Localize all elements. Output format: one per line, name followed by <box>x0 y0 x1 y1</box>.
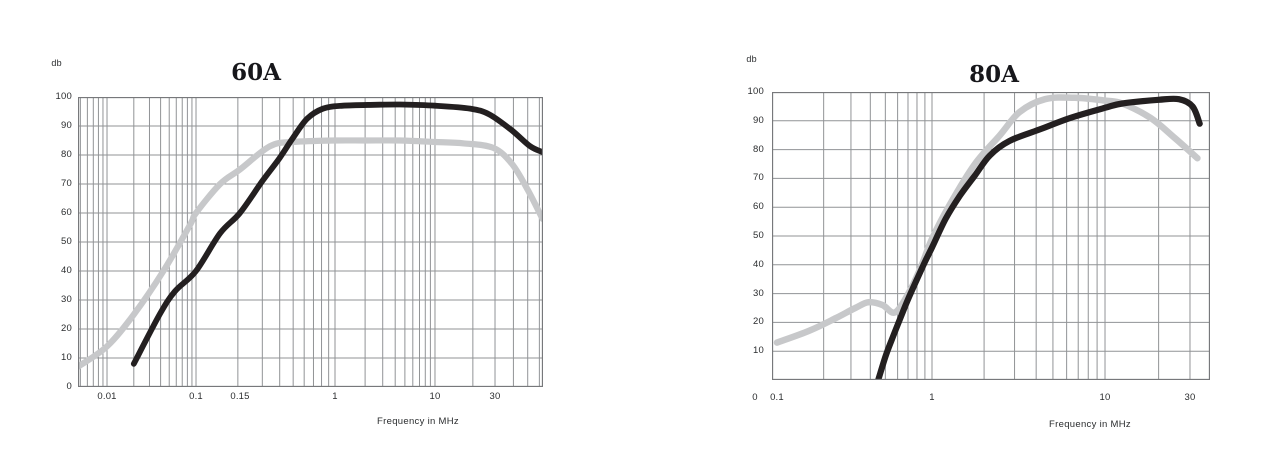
x-axis-label: Frequency in MHz <box>1049 419 1131 430</box>
x-tick-label-1: 1 <box>929 392 935 403</box>
y-tick-label-40: 40 <box>753 258 764 270</box>
y-axis-unit-label: db <box>51 58 62 68</box>
y-tick-label-60: 60 <box>61 207 72 218</box>
y-tick-label-100: 100 <box>747 86 764 97</box>
dark-curve <box>130 101 543 367</box>
y-tick-label-90: 90 <box>753 114 764 126</box>
y-tick-label-50: 50 <box>61 236 72 247</box>
curves <box>773 94 1203 380</box>
y-tick-label-100: 100 <box>55 91 72 102</box>
y-tick-label-70: 70 <box>753 172 764 184</box>
x-tick-label-10: 10 <box>1099 392 1111 403</box>
y-tick-label-10: 10 <box>61 352 72 363</box>
curves <box>78 101 543 370</box>
x-tick-label-0.01: 0.01 <box>97 391 117 402</box>
y-tick-label-10: 10 <box>753 345 764 357</box>
plot-border <box>78 97 543 387</box>
y-tick-label-0: 0 <box>66 381 72 392</box>
y-tick-label-80: 80 <box>753 143 764 155</box>
y-tick-label-40: 40 <box>61 265 72 276</box>
dark-curve <box>875 95 1203 380</box>
grid <box>78 97 543 387</box>
y-tick-label-30: 30 <box>61 294 72 305</box>
y-tick-label-90: 90 <box>61 120 72 131</box>
plot-area-80A <box>772 92 1210 380</box>
x-tick-label-0.15: 0.15 <box>230 391 250 402</box>
x-axis-label: Frequency in MHz <box>377 416 459 427</box>
plot-area-60A <box>78 97 543 387</box>
x-tick-label-30: 30 <box>489 391 501 402</box>
x-tick-label-0.1: 0.1 <box>189 391 203 402</box>
y-tick-label-70: 70 <box>61 178 72 189</box>
x-tick-label-1: 1 <box>332 391 338 402</box>
x-tick-label-30: 30 <box>1184 392 1196 403</box>
chart-title-80a: 80A <box>969 61 1019 89</box>
y-tick-label-20: 20 <box>753 316 764 328</box>
y-tick-label-20: 20 <box>61 323 72 334</box>
chart-title-60a: 60A <box>231 59 281 87</box>
y-tick-label-50: 50 <box>753 230 764 241</box>
light-gray-curve <box>773 94 1201 346</box>
y-tick-label-30: 30 <box>753 287 764 299</box>
grid <box>772 92 1210 380</box>
plot-border <box>772 92 1210 380</box>
y-axis-unit-label: db <box>746 54 757 64</box>
x-tick-label-0.1: 0.1 <box>770 392 784 403</box>
x-tick-label-0: 0 <box>752 392 758 403</box>
x-tick-label-10: 10 <box>429 391 441 402</box>
y-tick-label-80: 80 <box>61 149 72 160</box>
y-tick-label-60: 60 <box>753 201 764 213</box>
